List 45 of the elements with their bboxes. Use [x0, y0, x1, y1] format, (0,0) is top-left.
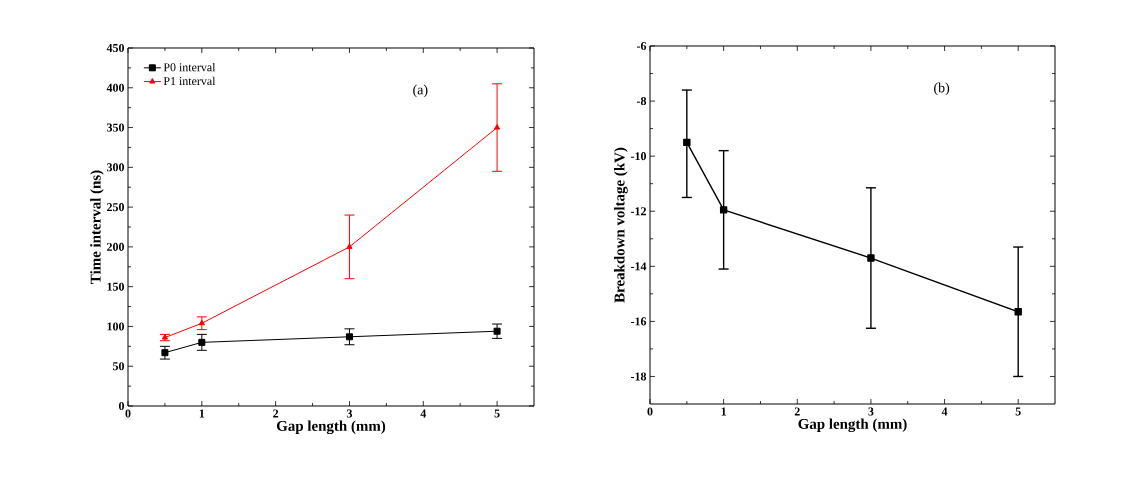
y-tick-label: -10 — [630, 152, 647, 161]
x-axis-title: Gap length (mm) — [276, 420, 386, 435]
x-tick-label: 2 — [273, 409, 279, 418]
point — [345, 333, 353, 341]
legend-label: P1 interval — [163, 76, 216, 86]
x-tick-label: 3 — [346, 409, 353, 418]
x-tick-label: 1 — [721, 407, 727, 416]
y-tick-label: -14 — [630, 262, 647, 271]
x-tick-label: 1 — [199, 409, 205, 418]
y-axis-title: Breakdown voltage (kV) — [614, 147, 628, 303]
point — [493, 327, 501, 335]
point — [683, 138, 691, 147]
annotation: (b) — [934, 82, 950, 96]
y-tick-label: 250 — [107, 203, 125, 212]
point — [493, 124, 501, 130]
y-tick-label: 300 — [107, 163, 125, 172]
y-tick-label: 450 — [106, 43, 125, 53]
y-tick-label: 50 — [113, 362, 125, 371]
x-tick-label: 2 — [794, 407, 800, 416]
point — [346, 243, 353, 249]
y-tick-label: 150 — [107, 282, 125, 291]
point — [867, 254, 875, 262]
y-axis-title: Time interval (ns) — [90, 170, 104, 284]
x-tick-label: 0 — [647, 407, 653, 416]
y-tick-label: -6 — [636, 41, 647, 51]
point — [1014, 308, 1022, 316]
point — [198, 338, 206, 346]
annotation: (a) — [413, 84, 428, 98]
legend-label: P0 interval — [163, 62, 216, 72]
y-tick-label: -12 — [630, 207, 646, 216]
y-tick-label: 100 — [107, 322, 125, 331]
y-tick-label: -18 — [630, 372, 647, 381]
x-tick-label: 4 — [941, 407, 948, 416]
x-tick-label: 5 — [494, 409, 500, 418]
x-tick-label: 3 — [868, 407, 874, 416]
y-tick-label: 200 — [107, 242, 125, 251]
x-axis-title: Gap length (mm) — [798, 418, 907, 433]
y-tick-label: 400 — [106, 83, 125, 92]
x-tick-label: 0 — [125, 409, 131, 418]
y-tick-label: 350 — [107, 123, 125, 132]
x-tick-label: 4 — [420, 409, 427, 418]
y-tick-label: -8 — [636, 97, 647, 106]
point — [719, 206, 728, 214]
y-tick-label: -16 — [630, 317, 647, 326]
x-tick-label: 5 — [1015, 407, 1021, 416]
